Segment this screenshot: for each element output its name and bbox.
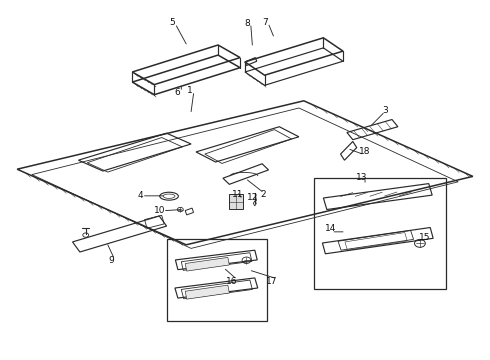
Text: 5: 5 [170, 18, 175, 27]
Text: 12: 12 [246, 193, 258, 202]
Text: 8: 8 [244, 18, 250, 27]
Text: 2: 2 [261, 189, 267, 198]
Text: 6: 6 [174, 88, 180, 97]
Bar [167, 239, 267, 321]
Bar [314, 178, 446, 289]
Polygon shape [185, 285, 229, 299]
Text: 7: 7 [262, 18, 268, 27]
Text: 10: 10 [154, 207, 166, 215]
Text: 13: 13 [356, 173, 368, 181]
Text: 15: 15 [419, 233, 431, 242]
Text: 11: 11 [232, 190, 244, 199]
Polygon shape [185, 257, 229, 271]
Text: 4: 4 [137, 192, 143, 200]
Text: 9: 9 [109, 256, 115, 265]
Text: 1: 1 [187, 86, 193, 95]
Text: 16: 16 [225, 276, 237, 286]
Text: 18: 18 [359, 147, 371, 156]
Text: 17: 17 [266, 276, 277, 286]
Text: 3: 3 [382, 106, 388, 115]
Text: 14: 14 [324, 225, 336, 234]
Bar [229, 194, 243, 209]
